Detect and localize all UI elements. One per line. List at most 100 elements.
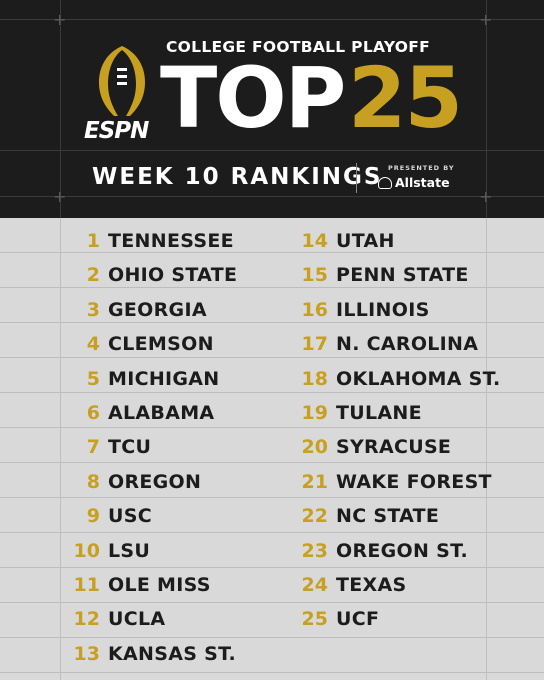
crosshair-icon: + — [479, 187, 493, 206]
team-name: OREGON — [108, 470, 202, 493]
divider — [356, 163, 357, 193]
team-name: USC — [108, 505, 152, 528]
rank-number: 2 — [86, 264, 100, 287]
crosshair-icon: + — [479, 10, 493, 29]
ranking-row: 9 USC — [60, 499, 152, 533]
team-name: ILLINOIS — [336, 298, 430, 321]
ranking-row: 7 TCU — [60, 430, 151, 464]
ranking-row: 1 TENNESSEE — [60, 224, 234, 258]
ranking-row: 11 OLE MISS — [60, 568, 211, 602]
team-name: WAKE FOREST — [336, 470, 492, 493]
team-name: UCF — [336, 608, 380, 631]
ranking-row: 19 TULANE — [290, 396, 422, 430]
ranking-row: 14 UTAH — [290, 224, 395, 258]
team-name: OREGON ST. — [336, 539, 469, 562]
week-label: WEEK 10 RANKINGS — [92, 164, 383, 190]
team-name: UTAH — [336, 230, 395, 252]
title-main: TOP — [160, 49, 346, 147]
rank-number: 8 — [86, 470, 100, 493]
crosshair-icon: + — [53, 10, 67, 29]
rank-number: 5 — [86, 367, 100, 390]
header-banner: + + + + ESPN COLLEGE FOOTBALL PLAYOFF TO… — [0, 0, 544, 218]
crosshair-icon: + — [53, 187, 67, 206]
team-name: TCU — [108, 436, 152, 459]
ranking-row: 3 GEORGIA — [60, 293, 207, 327]
grid-line — [60, 218, 61, 680]
team-name: OHIO STATE — [108, 264, 238, 287]
ranking-row: 16 ILLINOIS — [290, 293, 430, 327]
team-name: NC STATE — [336, 505, 440, 528]
title-number: 25 — [348, 49, 463, 147]
team-name: UCLA — [108, 608, 166, 631]
ranking-row: 6 ALABAMA — [60, 396, 214, 430]
subtitle: COLLEGE FOOTBALL PLAYOFF — [166, 38, 431, 56]
rank-number: 12 — [73, 608, 100, 631]
ranking-row: 15 PENN STATE — [290, 258, 469, 292]
rank-number: 16 — [301, 298, 328, 321]
team-name: TULANE — [336, 402, 422, 424]
grid-line — [486, 0, 487, 218]
team-name: KANSAS ST. — [108, 642, 236, 665]
rank-number: 6 — [86, 402, 100, 424]
ranking-row: 2 OHIO STATE — [60, 258, 237, 292]
ranking-row: 18 OKLAHOMA ST. — [290, 362, 501, 396]
sponsor-logo: Allstate — [378, 175, 450, 190]
grid-line — [0, 150, 544, 151]
presented-by: PRESENTED BY — [388, 164, 455, 172]
rank-number: 11 — [73, 574, 100, 596]
rank-number: 19 — [301, 402, 328, 424]
ranking-row: 8 OREGON — [60, 465, 201, 499]
rank-number: 24 — [301, 574, 328, 596]
ranking-row: 4 CLEMSON — [60, 327, 214, 361]
ranking-row: 13 KANSAS ST. — [60, 637, 236, 671]
ranking-row: 17 N. CAROLINA — [290, 327, 478, 361]
cfp-trophy-icon — [98, 46, 146, 116]
rank-number: 25 — [301, 608, 328, 631]
team-name: GEORGIA — [108, 298, 207, 321]
team-name: SYRACUSE — [336, 436, 452, 459]
rank-number: 13 — [73, 642, 100, 665]
rank-number: 9 — [86, 505, 100, 528]
grid-line — [0, 19, 544, 20]
team-name: CLEMSON — [108, 333, 214, 356]
rank-number: 18 — [301, 367, 328, 390]
team-name: MICHIGAN — [108, 367, 220, 390]
grid-line — [60, 0, 61, 218]
rank-number: 22 — [301, 505, 328, 528]
team-name: LSU — [108, 539, 151, 562]
background-grid — [0, 218, 544, 680]
rank-number: 4 — [86, 333, 100, 356]
rank-number: 17 — [301, 333, 328, 356]
grid-line — [0, 196, 544, 197]
team-name: N. CAROLINA — [336, 333, 479, 356]
rank-number: 23 — [301, 539, 328, 562]
rank-number: 3 — [86, 298, 100, 321]
team-name: ALABAMA — [108, 402, 215, 424]
ranking-row: 24 TEXAS — [290, 568, 407, 602]
team-name: TEXAS — [336, 574, 407, 596]
grid-line — [486, 218, 487, 680]
rank-number: 15 — [301, 264, 328, 287]
sponsor-name: Allstate — [395, 175, 450, 190]
ranking-row: 23 OREGON ST. — [290, 534, 468, 568]
team-name: PENN STATE — [336, 264, 469, 287]
ranking-row: 20 SYRACUSE — [290, 430, 451, 464]
rank-number: 21 — [301, 470, 328, 493]
rank-number: 1 — [86, 230, 100, 252]
ranking-row: 21 WAKE FOREST — [290, 465, 492, 499]
ranking-row: 22 NC STATE — [290, 499, 439, 533]
ranking-row: 5 MICHIGAN — [60, 362, 220, 396]
rank-number: 14 — [301, 230, 328, 252]
rank-number: 7 — [86, 436, 100, 459]
ranking-row: 25 UCF — [290, 602, 379, 636]
team-name: OLE MISS — [108, 574, 211, 596]
allstate-hands-icon — [378, 177, 392, 189]
espn-logo: ESPN — [84, 118, 149, 144]
rank-number: 10 — [73, 539, 100, 562]
team-name: TENNESSEE — [108, 230, 234, 252]
rank-number: 20 — [301, 436, 328, 459]
team-name: OKLAHOMA ST. — [336, 367, 501, 390]
ranking-row: 10 LSU — [60, 534, 150, 568]
ranking-row: 12 UCLA — [60, 602, 166, 636]
